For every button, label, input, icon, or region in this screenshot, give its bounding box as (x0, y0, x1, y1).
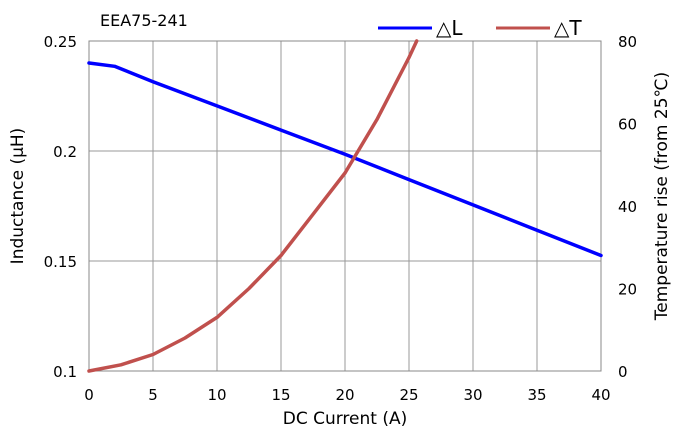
series-line-delta-t (87, 39, 419, 373)
grid-lines (88, 40, 602, 372)
x-tick-label: 25 (399, 386, 418, 404)
x-tick-labels: 0 5 10 15 20 25 30 35 40 (84, 386, 610, 404)
chart-title: EEA75-241 (100, 11, 188, 30)
y-right-tick-label: 40 (618, 198, 637, 216)
legend: △L △T (378, 16, 582, 40)
x-tick-label: 20 (335, 386, 354, 404)
y-right-tick-label: 80 (618, 33, 637, 51)
y-right-tick-label: 0 (618, 363, 628, 381)
y-left-tick-labels: 0.1 0.15 0.2 0.25 (44, 33, 77, 381)
x-tick-label: 40 (591, 386, 610, 404)
x-tick-label: 15 (271, 386, 290, 404)
x-tick-label: 10 (207, 386, 226, 404)
series-lines (87, 39, 603, 373)
legend-label-delta-t: △T (554, 16, 582, 40)
y-left-tick-label: 0.1 (53, 363, 77, 381)
legend-label-delta-l: △L (436, 16, 463, 40)
x-axis-label: DC Current (A) (283, 409, 408, 429)
x-tick-label: 35 (527, 386, 546, 404)
y-left-axis-label: Inductance (μH) (8, 128, 28, 265)
y-left-tick-label: 0.15 (44, 253, 77, 271)
y-right-tick-labels: 0 20 40 60 80 (618, 33, 637, 381)
y-left-tick-label: 0.2 (53, 143, 77, 161)
plot-frame (88, 40, 602, 372)
x-tick-label: 0 (84, 386, 94, 404)
x-tick-label: 30 (463, 386, 482, 404)
y-right-tick-label: 20 (618, 281, 637, 299)
x-tick-label: 5 (148, 386, 158, 404)
y-right-tick-label: 60 (618, 116, 637, 134)
series-line-delta-l (87, 61, 603, 258)
y-right-axis-label: Temperature rise (from 25℃) (652, 72, 672, 321)
y-left-tick-label: 0.25 (44, 33, 77, 51)
